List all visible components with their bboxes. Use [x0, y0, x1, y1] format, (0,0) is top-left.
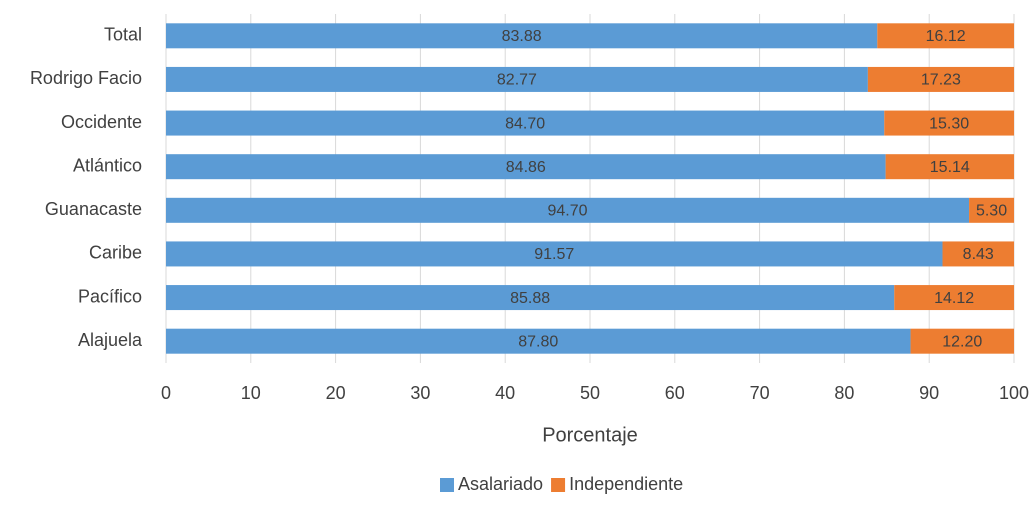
x-tick-label: 60 — [665, 383, 685, 403]
bar-segment — [867, 66, 1014, 92]
bar-segment — [166, 285, 895, 311]
legend-swatch — [551, 478, 566, 492]
x-tick-label: 20 — [326, 383, 346, 403]
data-label: 84.86 — [506, 159, 546, 176]
legend-label: Asalariado — [458, 474, 543, 494]
data-label: 12.20 — [942, 333, 982, 350]
bar-segment — [969, 197, 1014, 223]
legend-label: Independiente — [569, 474, 683, 494]
bar-segment — [942, 241, 1014, 267]
bar-segment — [166, 197, 970, 223]
y-tick-label: Occidente — [61, 112, 142, 132]
data-label: 94.70 — [548, 203, 588, 220]
bar-segment — [910, 328, 1014, 354]
x-tick-label: 0 — [161, 383, 171, 403]
x-tick-label: 100 — [999, 383, 1029, 403]
bar-segment — [884, 110, 1014, 136]
y-tick-label: Guanacaste — [45, 199, 142, 219]
bar-segment — [166, 328, 911, 354]
x-tick-label: 30 — [410, 383, 430, 403]
y-tick-label: Caribe — [89, 243, 142, 263]
data-label: 83.88 — [502, 28, 542, 45]
bar-segment — [885, 154, 1014, 180]
bar-segment — [166, 241, 943, 267]
legend-swatch — [440, 478, 454, 492]
data-label: 82.77 — [497, 72, 537, 89]
x-tick-label: 50 — [580, 383, 600, 403]
bar-segment — [894, 285, 1014, 311]
y-tick-label: Rodrigo Facio — [30, 68, 142, 88]
data-label: 15.30 — [929, 115, 969, 132]
data-label: 17.23 — [921, 72, 961, 89]
data-label: 84.70 — [505, 115, 545, 132]
x-tick-label: 80 — [834, 383, 854, 403]
x-tick-label: 90 — [919, 383, 939, 403]
bar-segment — [877, 23, 1014, 49]
data-label: 85.88 — [510, 290, 550, 307]
data-label: 14.12 — [934, 290, 974, 307]
x-axis-label: Porcentaje — [542, 424, 638, 446]
bar-segment — [166, 154, 886, 180]
data-label: 8.43 — [963, 246, 994, 263]
bar-segment — [166, 110, 885, 136]
x-tick-label: 70 — [750, 383, 770, 403]
y-tick-label: Total — [104, 25, 142, 45]
data-label: 15.14 — [930, 159, 970, 176]
y-tick-label: Pacífico — [78, 286, 142, 306]
data-label: 5.30 — [976, 203, 1007, 220]
x-tick-label: 10 — [241, 383, 261, 403]
bar-segment — [166, 66, 868, 92]
bar-segment — [166, 23, 878, 49]
data-label: 16.12 — [926, 28, 966, 45]
data-label: 87.80 — [518, 333, 558, 350]
x-tick-label: 40 — [495, 383, 515, 403]
data-label: 91.57 — [534, 246, 574, 263]
y-tick-label: Atlántico — [73, 155, 142, 175]
y-tick-label: Alajuela — [78, 330, 143, 350]
